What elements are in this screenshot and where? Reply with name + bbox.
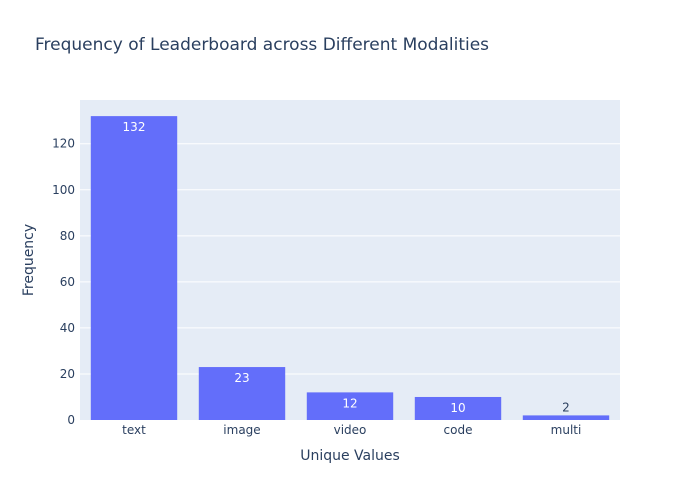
y-tick-label: 0 bbox=[67, 413, 75, 427]
bar-value-label-multi: 2 bbox=[562, 400, 570, 414]
bars-layer bbox=[90, 116, 610, 420]
bar-value-label-code: 10 bbox=[450, 401, 465, 415]
bar-video bbox=[306, 392, 394, 420]
x-tick-label-image: image bbox=[223, 423, 260, 437]
bar-code bbox=[414, 396, 502, 420]
y-tick-label: 80 bbox=[60, 229, 75, 243]
y-tick-label: 120 bbox=[52, 137, 75, 151]
x-tick-label-video: video bbox=[334, 423, 367, 437]
y-tick-label: 20 bbox=[60, 367, 75, 381]
x-tick-label-text: text bbox=[122, 423, 146, 437]
bar-image bbox=[198, 367, 286, 420]
bar-multi bbox=[522, 415, 610, 420]
chart-title: Frequency of Leaderboard across Differen… bbox=[35, 35, 489, 55]
y-tick-label: 100 bbox=[52, 183, 75, 197]
y-axis-title: Frequency bbox=[21, 224, 37, 296]
bar-labels-layer: 132 23 12 10 2 bbox=[123, 120, 570, 415]
bar-text bbox=[90, 116, 178, 420]
bar-value-label-image: 23 bbox=[234, 371, 249, 385]
x-axis-ticks: text image video code multi bbox=[122, 423, 581, 437]
bar-value-label-video: 12 bbox=[342, 396, 357, 410]
y-tick-label: 40 bbox=[60, 321, 75, 335]
x-tick-label-code: code bbox=[444, 423, 473, 437]
bar-value-label-text: 132 bbox=[123, 120, 146, 134]
y-tick-label: 60 bbox=[60, 275, 75, 289]
y-axis-ticks: 0 20 40 60 80 100 120 bbox=[52, 137, 75, 427]
x-tick-label-multi: multi bbox=[551, 423, 582, 437]
x-axis-title: Unique Values bbox=[300, 448, 400, 464]
